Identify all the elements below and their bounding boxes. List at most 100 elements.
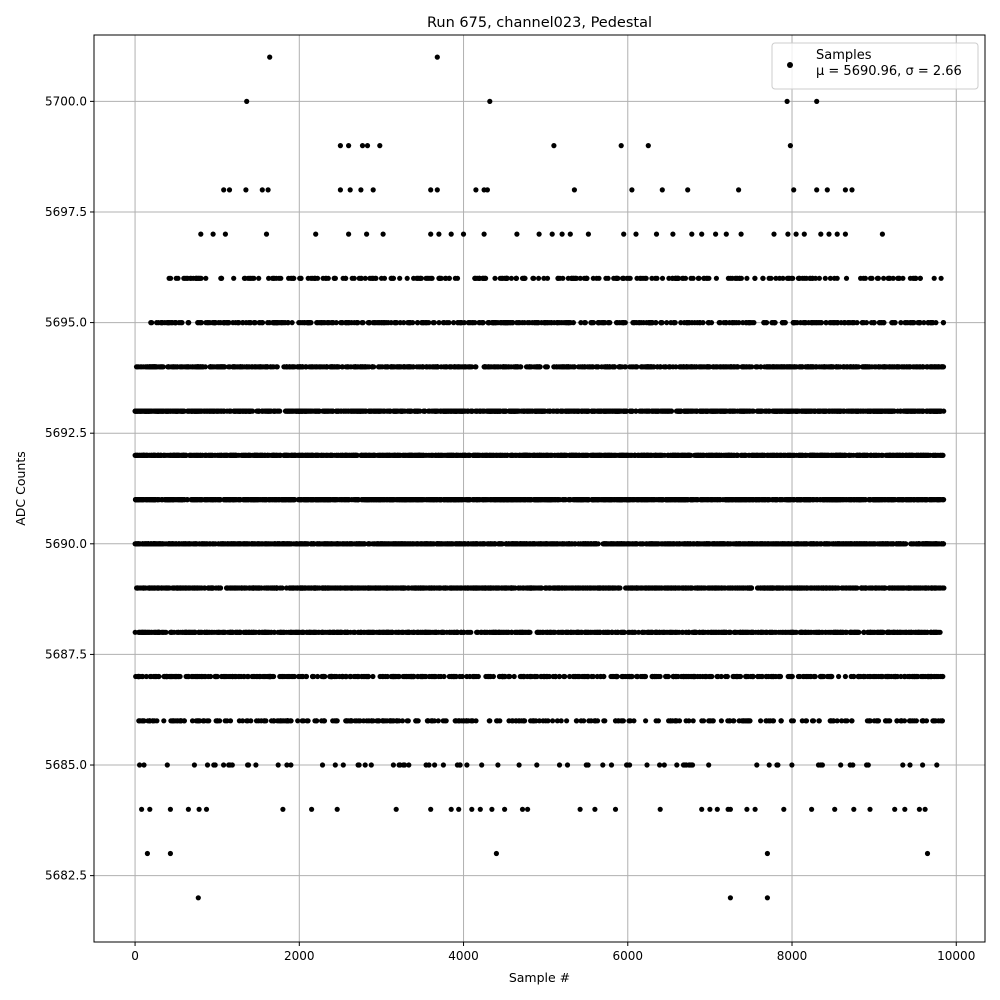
data-point (638, 673, 644, 680)
data-point (329, 673, 335, 680)
data-point (184, 673, 190, 680)
data-point (488, 585, 494, 591)
data-point (661, 762, 667, 768)
data-point (715, 585, 721, 591)
data-point (900, 541, 907, 547)
data-point (509, 629, 515, 635)
data-point (644, 762, 650, 768)
data-point (204, 762, 211, 768)
data-point (468, 629, 474, 635)
data-point (885, 673, 891, 680)
data-point (415, 718, 421, 724)
data-point (534, 541, 540, 547)
data-point (154, 718, 160, 724)
data-point (750, 673, 756, 680)
data-point (403, 541, 409, 547)
data-point (175, 673, 181, 680)
data-point (217, 585, 223, 591)
data-point (849, 541, 855, 547)
data-point (674, 762, 680, 768)
data-point (683, 762, 689, 768)
data-point (558, 541, 564, 547)
data-point (861, 673, 867, 680)
data-point (839, 585, 845, 591)
data-point (668, 718, 674, 724)
data-point (683, 718, 689, 724)
data-point (519, 806, 526, 812)
data-point (865, 629, 871, 635)
data-point (718, 541, 724, 547)
data-point (370, 673, 376, 680)
data-point (731, 718, 737, 724)
data-point (348, 585, 354, 591)
data-point (141, 585, 148, 591)
data-point (367, 541, 373, 547)
data-point (241, 629, 247, 635)
data-point (784, 629, 790, 635)
data-point (730, 673, 736, 680)
data-point (528, 673, 534, 680)
data-point (271, 585, 277, 591)
data-point (364, 718, 370, 724)
data-point (625, 541, 631, 547)
data-point (687, 762, 693, 768)
data-point (663, 673, 669, 680)
data-point (714, 806, 720, 812)
data-point (194, 541, 200, 547)
data-point (741, 629, 747, 635)
data-point (343, 673, 349, 680)
data-point (277, 718, 283, 724)
data-point (435, 718, 441, 724)
data-point (911, 718, 917, 724)
data-point (440, 762, 446, 768)
data-point (369, 629, 375, 635)
data-point (454, 541, 460, 547)
data-point (639, 541, 645, 547)
data-point (626, 718, 632, 724)
data-point (605, 541, 611, 547)
data-point (726, 541, 732, 547)
data-point (281, 541, 287, 547)
data-point (210, 541, 216, 547)
data-point (900, 762, 906, 768)
data-point (301, 585, 307, 591)
data-point (827, 673, 833, 680)
data-point (832, 629, 839, 635)
data-point (720, 629, 726, 635)
data-point (335, 541, 341, 547)
data-point (866, 585, 872, 591)
data-point (146, 629, 152, 635)
data-point (842, 673, 849, 680)
data-point (392, 541, 398, 547)
data-point (374, 718, 380, 724)
data-point (168, 718, 174, 724)
data-point (385, 629, 391, 635)
data-point (267, 673, 273, 680)
data-point (460, 541, 466, 547)
data-point (368, 762, 374, 768)
data-point (573, 718, 580, 724)
data-point (439, 541, 445, 547)
data-point (275, 762, 281, 768)
data-point (861, 541, 867, 547)
data-point (536, 629, 542, 635)
data-point (609, 629, 615, 635)
data-point (801, 673, 807, 680)
data-point (510, 541, 517, 547)
data-point (932, 541, 938, 547)
data-point (556, 762, 563, 768)
data-point (212, 673, 218, 680)
data-point (729, 585, 736, 591)
data-point (770, 585, 776, 591)
data-point (488, 673, 494, 680)
data-point (698, 585, 705, 591)
data-point (812, 673, 818, 680)
data-point (394, 718, 400, 724)
data-point (344, 718, 350, 724)
data-point (249, 541, 255, 547)
data-point (545, 673, 551, 680)
data-point (334, 718, 340, 724)
data-point (736, 541, 742, 547)
data-point (456, 806, 462, 812)
data-point (766, 718, 772, 724)
